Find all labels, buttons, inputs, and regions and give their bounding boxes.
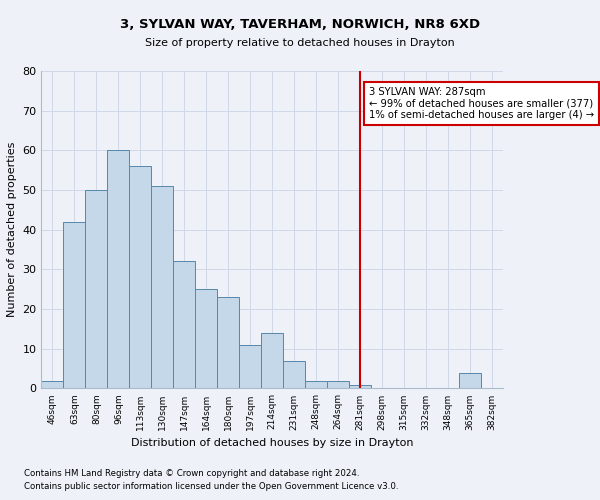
Y-axis label: Number of detached properties: Number of detached properties: [7, 142, 17, 318]
Text: Size of property relative to detached houses in Drayton: Size of property relative to detached ho…: [145, 38, 455, 48]
Text: Contains HM Land Registry data © Crown copyright and database right 2024.: Contains HM Land Registry data © Crown c…: [24, 468, 359, 477]
X-axis label: Distribution of detached houses by size in Drayton: Distribution of detached houses by size …: [131, 438, 413, 448]
Bar: [130, 166, 151, 388]
Bar: [85, 190, 107, 388]
Text: 3, SYLVAN WAY, TAVERHAM, NORWICH, NR8 6XD: 3, SYLVAN WAY, TAVERHAM, NORWICH, NR8 6X…: [120, 18, 480, 30]
Bar: [459, 372, 481, 388]
Bar: [327, 380, 349, 388]
Bar: [41, 380, 64, 388]
Bar: [64, 222, 85, 388]
Bar: [107, 150, 130, 388]
Bar: [151, 186, 173, 388]
Bar: [261, 333, 283, 388]
Bar: [173, 262, 196, 388]
Bar: [349, 384, 371, 388]
Bar: [305, 380, 327, 388]
Text: Contains public sector information licensed under the Open Government Licence v3: Contains public sector information licen…: [24, 482, 398, 491]
Bar: [239, 345, 261, 389]
Text: 3 SYLVAN WAY: 287sqm
← 99% of detached houses are smaller (377)
1% of semi-detac: 3 SYLVAN WAY: 287sqm ← 99% of detached h…: [369, 87, 594, 120]
Bar: [217, 297, 239, 388]
Bar: [196, 290, 217, 388]
Bar: [283, 360, 305, 388]
